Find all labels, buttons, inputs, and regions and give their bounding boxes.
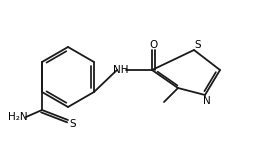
Text: N: N: [203, 96, 211, 106]
Text: O: O: [149, 40, 157, 50]
Text: S: S: [70, 119, 76, 129]
Text: H₂N: H₂N: [8, 112, 28, 122]
Text: S: S: [195, 40, 201, 50]
Text: NH: NH: [113, 65, 129, 75]
